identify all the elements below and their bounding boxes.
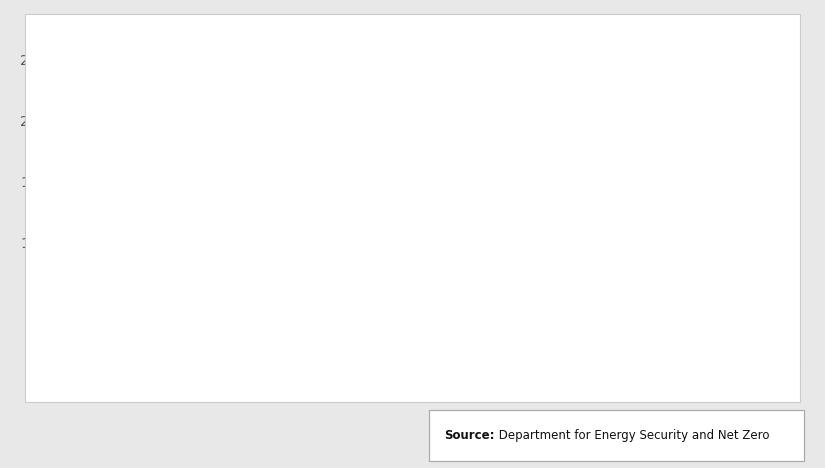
Title: UK solar installation forecast: UK solar installation forecast (312, 19, 571, 37)
Text: Source:: Source: (444, 429, 494, 442)
Bar (142, 323, 228, 365)
Text: Department for Energy Security and Net Zero: Department for Energy Security and Net Z… (495, 429, 769, 442)
Bar (484, 204, 569, 365)
Bar (655, 106, 740, 365)
Bar (314, 293, 398, 365)
FancyBboxPatch shape (429, 410, 804, 461)
